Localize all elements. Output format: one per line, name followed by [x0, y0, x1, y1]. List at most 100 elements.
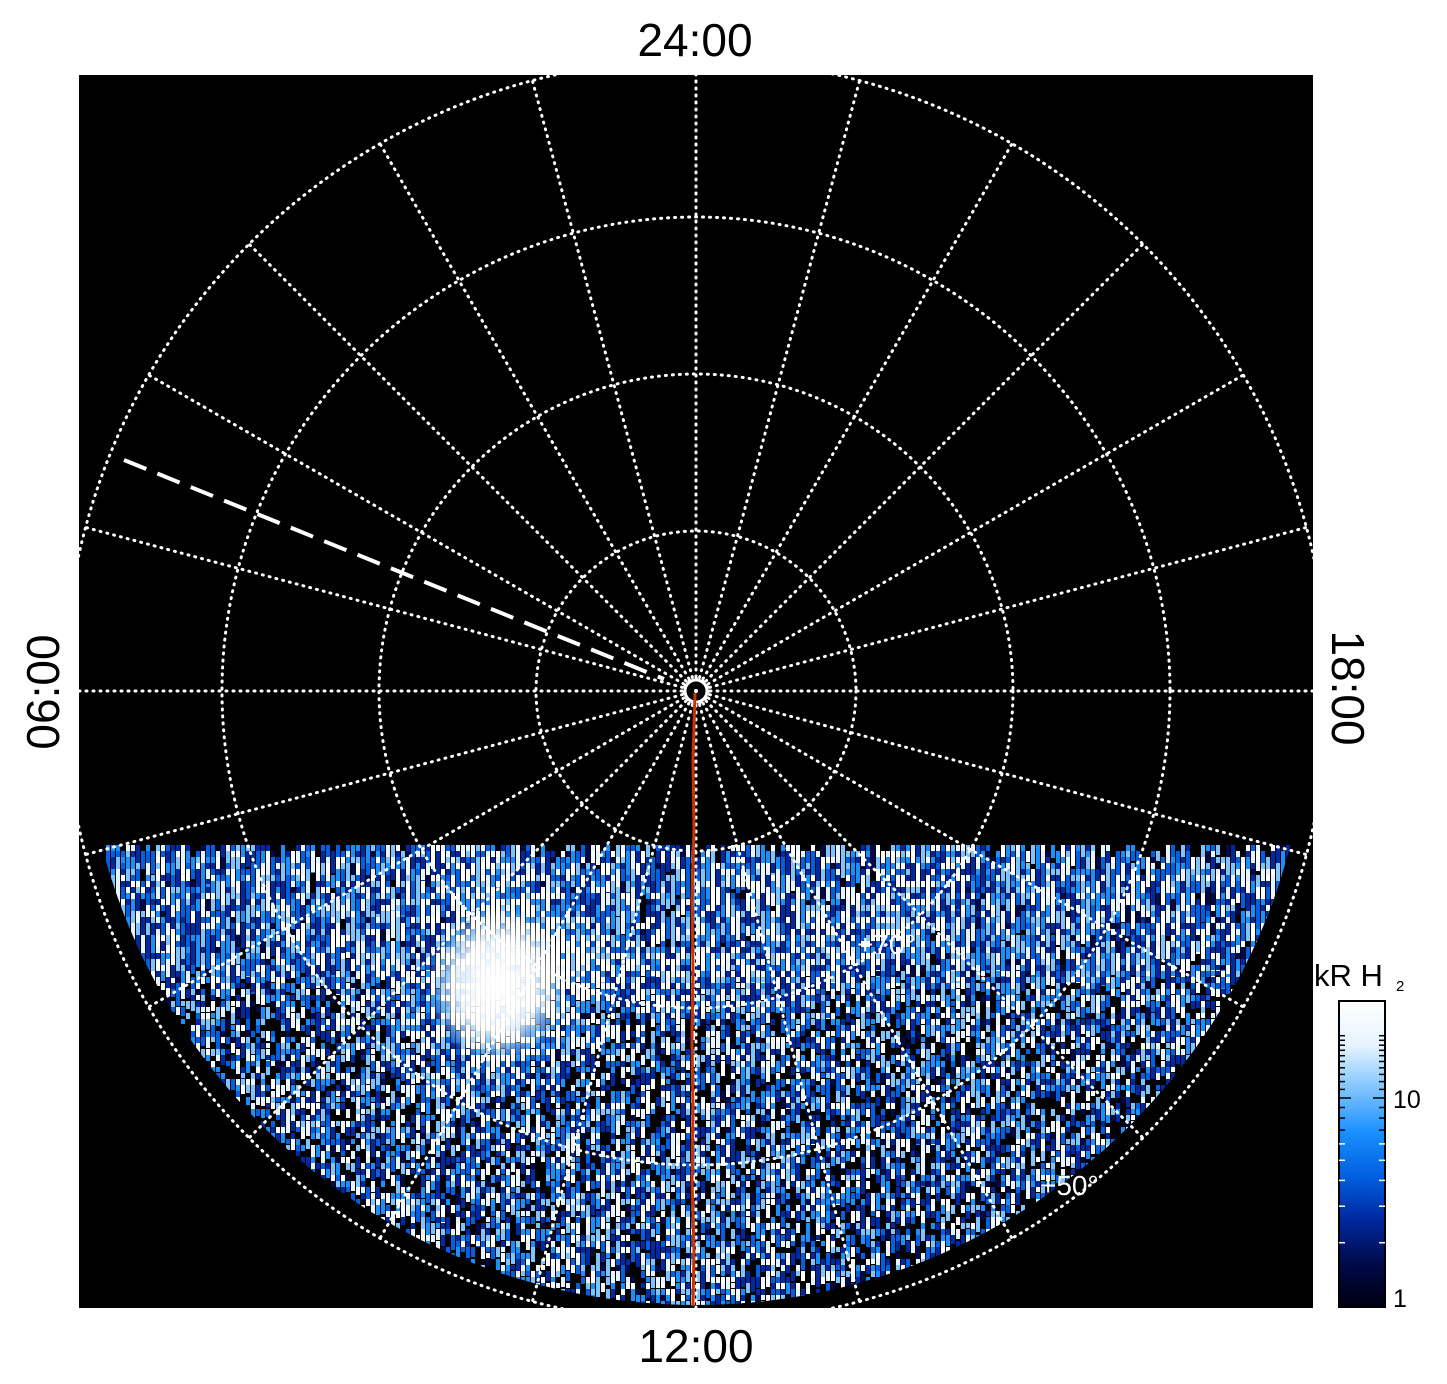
- emission-cell: [681, 899, 685, 915]
- emission-cell: [176, 1001, 180, 1006]
- emission-cell: [766, 875, 770, 888]
- emission-cell: [1016, 863, 1020, 882]
- emission-cell: [186, 971, 190, 983]
- emission-cell: [321, 851, 325, 871]
- emission-cell: [281, 851, 285, 867]
- emission-cell: [656, 929, 660, 944]
- emission-cell: [271, 965, 275, 971]
- emission-cell: [376, 983, 380, 988]
- emission-cell: [756, 1007, 760, 1018]
- emission-cell: [206, 1007, 210, 1012]
- emission-cell: [176, 1007, 180, 1015]
- emission-cell: [306, 857, 310, 868]
- emission-cell: [1196, 965, 1200, 972]
- emission-cell: [221, 1007, 225, 1017]
- emission-cell: [1241, 893, 1245, 908]
- emission-cell: [1231, 863, 1235, 877]
- emission-cell: [826, 983, 830, 991]
- emission-cell: [606, 1001, 610, 1013]
- emission-cell: [216, 857, 220, 874]
- emission-cell: [1006, 875, 1010, 894]
- emission-cell: [996, 965, 1000, 970]
- emission-cell: [416, 989, 420, 995]
- emission-cell: [1061, 845, 1065, 865]
- emission-cell: [296, 989, 300, 1000]
- emission-cell: [1026, 977, 1030, 983]
- emission-cell: [716, 929, 720, 943]
- emission-cell: [1126, 995, 1130, 1001]
- emission-cell: [221, 941, 225, 973]
- emission-cell: [341, 905, 345, 919]
- emission-cell: [1196, 1001, 1200, 1008]
- emission-cell: [1091, 845, 1095, 856]
- emission-cell: [366, 845, 370, 862]
- emission-cell: [156, 869, 160, 887]
- emission-cell: [731, 875, 735, 889]
- emission-cell: [1081, 1007, 1085, 1018]
- emission-cell: [771, 1007, 775, 1012]
- emission-cell: [1226, 965, 1230, 974]
- emission-cell: [196, 995, 200, 1000]
- emission-cell: [871, 1001, 875, 1013]
- emission-cell: [781, 965, 785, 972]
- emission-cell: [1061, 863, 1065, 874]
- emission-cell: [961, 929, 965, 941]
- emission-cell: [286, 971, 290, 979]
- emission-cell: [921, 989, 925, 995]
- emission-cell: [631, 989, 635, 995]
- emission-cell: [606, 983, 610, 990]
- emission-cell: [1266, 869, 1270, 879]
- emission-cell: [591, 995, 595, 1004]
- emission-cell: [876, 983, 880, 989]
- emission-cell: [391, 899, 395, 910]
- emission-cell: [766, 893, 770, 907]
- emission-cell: [651, 965, 655, 970]
- emission-cell: [1096, 947, 1100, 967]
- emission-cell: [261, 941, 265, 953]
- emission-cell: [1171, 983, 1175, 994]
- emission-cell: [626, 881, 630, 892]
- emission-cell: [716, 1001, 720, 1006]
- emission-cell: [341, 935, 345, 948]
- emission-cell: [366, 965, 370, 974]
- emission-cell: [1136, 863, 1140, 876]
- emission-cell: [801, 881, 805, 894]
- emission-cell: [846, 977, 850, 983]
- emission-cell: [411, 995, 415, 1002]
- emission-cell: [1026, 995, 1030, 1001]
- emission-cell: [1061, 977, 1065, 983]
- emission-cell: [796, 851, 800, 867]
- emission-cell: [321, 863, 325, 875]
- emission-cell: [851, 977, 855, 988]
- emission-cell: [1041, 965, 1045, 977]
- emission-cell: [401, 965, 405, 971]
- emission-cell: [856, 863, 860, 883]
- emission-cell: [586, 977, 590, 983]
- emission-cell: [421, 1007, 425, 1012]
- emission-cell: [1201, 977, 1205, 984]
- emission-cell: [811, 863, 815, 879]
- emission-cell: [201, 863, 205, 886]
- emission-cell: [491, 851, 495, 861]
- emission-cell: [301, 989, 305, 995]
- emission-cell: [391, 869, 395, 880]
- emission-cell: [251, 983, 255, 992]
- emission-cell: [916, 995, 920, 1001]
- emission-cell: [791, 1007, 795, 1014]
- emission-cell: [941, 971, 945, 978]
- emission-cell: [801, 857, 805, 872]
- emission-cell: [846, 989, 850, 994]
- emission-cell: [966, 905, 970, 917]
- emission-cell: [356, 875, 360, 885]
- emission-cell: [996, 995, 1000, 1000]
- emission-cell: [421, 869, 425, 880]
- emission-cell: [1066, 845, 1070, 856]
- emission-cell: [866, 845, 870, 856]
- emission-cell: [301, 863, 305, 884]
- emission-cell: [1036, 977, 1040, 989]
- emission-cell: [176, 995, 180, 1001]
- emission-cell: [261, 983, 265, 989]
- emission-cell: [196, 911, 200, 936]
- emission-cell: [226, 917, 230, 930]
- emission-cell: [221, 989, 225, 999]
